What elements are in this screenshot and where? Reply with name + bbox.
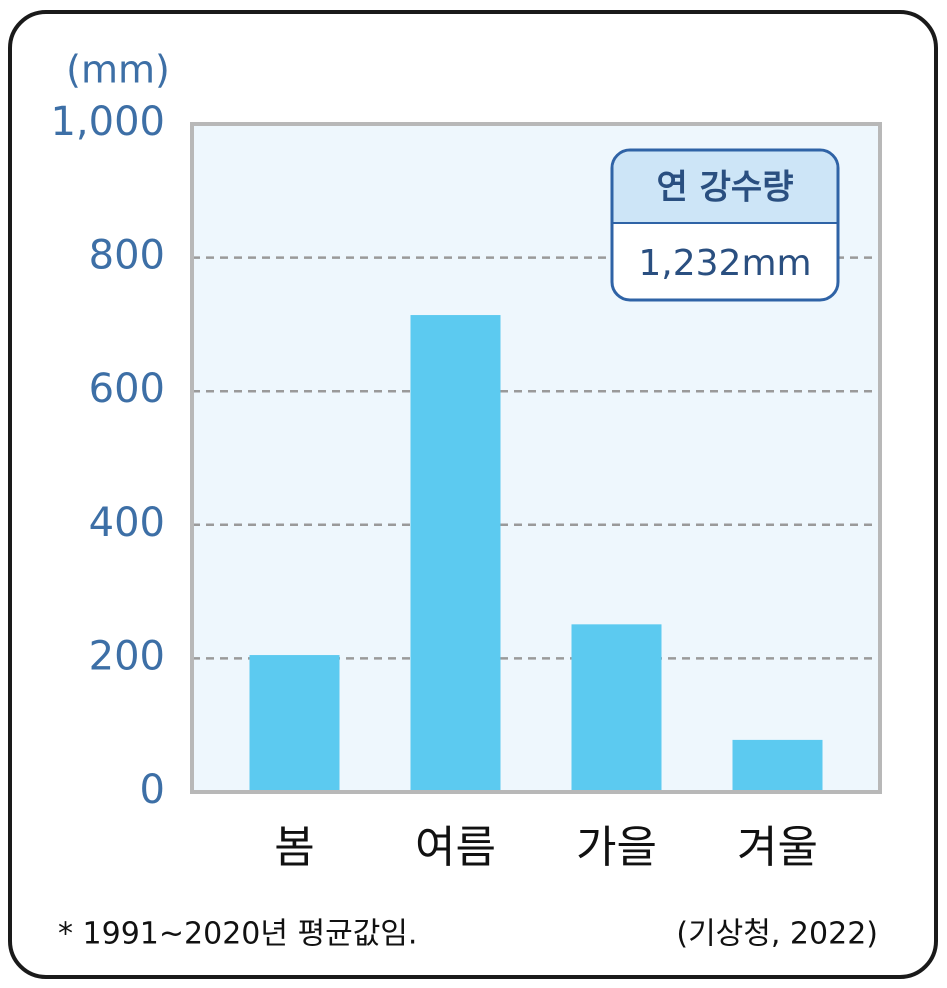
y-tick-label: 1,000	[50, 99, 165, 145]
bar	[732, 739, 823, 792]
plot-border	[190, 122, 882, 794]
bar	[571, 624, 662, 792]
y-tick-label: 600	[89, 366, 165, 412]
x-tick-label: 봄	[274, 822, 314, 873]
annual-box: 연 강수량 1,232mm	[610, 148, 840, 302]
y-tick-label: 400	[89, 500, 165, 546]
bar	[249, 655, 340, 792]
x-tick-label: 가을	[576, 822, 657, 873]
box-header	[613, 151, 837, 222]
box-value: 1,232mm	[638, 243, 811, 284]
footnote: * 1991~2020년 평균값임.	[58, 917, 417, 952]
y-tick-label: 800	[89, 233, 165, 279]
bar	[410, 315, 501, 792]
y-tick-label: 0	[140, 767, 165, 813]
x-tick-label: 여름	[415, 822, 496, 873]
y-unit: (mm)	[66, 48, 170, 92]
y-tick-label: 200	[89, 633, 165, 679]
x-tick-label: 겨울	[737, 822, 818, 873]
source: (기상청, 2022)	[676, 917, 878, 952]
box-title: 연 강수량	[657, 168, 794, 208]
